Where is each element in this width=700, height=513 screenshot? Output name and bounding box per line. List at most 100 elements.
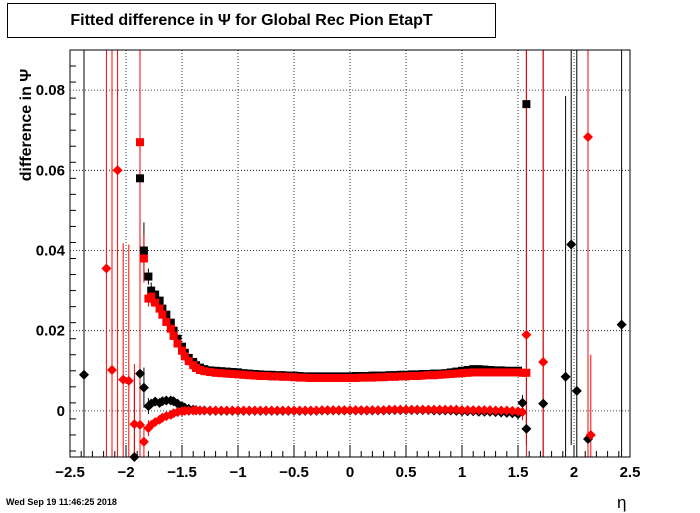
data-point-square [278,372,287,381]
data-point-square [357,373,366,382]
data-point-square [508,368,517,377]
data-point-diamond [395,404,406,415]
data-point-square [312,374,321,383]
data-point-diamond [135,368,145,379]
data-point-square [418,371,427,380]
data-point-diamond [255,405,266,416]
data-point-diamond [401,404,411,415]
data-point-diamond [138,436,149,447]
x-tick-label: 1.5 [508,464,529,481]
data-point-diamond [138,382,149,393]
data-point-square [474,368,483,377]
data-point-diamond [560,371,571,382]
data-point-diamond [616,319,627,330]
data-point-square [180,352,189,361]
data-point-square [158,310,167,319]
data-point-diamond [135,419,145,430]
data-point-square [351,374,360,383]
data-point-square [139,246,148,255]
data-point-square [413,372,422,381]
data-point-square [522,100,531,109]
data-point-square [155,304,164,313]
data-point-diamond [468,405,479,416]
data-point-square [151,298,160,307]
data-point-diamond [496,405,507,416]
data-point-diamond [538,356,549,367]
data-point-diamond [521,329,532,340]
data-point-square [206,367,214,376]
data-point-diamond [277,405,288,416]
data-point-square [262,372,270,381]
data-point-square [290,373,298,382]
data-point-square [178,342,186,351]
data-point-square [239,370,248,379]
chart-title-box: Fitted difference in Ψ for Global Rec Pi… [7,3,496,38]
data-point-square [396,372,405,381]
data-point-diamond [585,429,596,440]
data-point-square [469,368,478,377]
data-point-diamond [571,385,582,396]
data-point-square [195,365,204,374]
data-point-square [435,370,444,379]
data-point-diamond [317,405,327,416]
data-point-square [514,368,522,377]
data-point-square [522,368,531,377]
data-point-square [166,324,175,333]
data-point-square [169,331,178,340]
data-point-diamond [123,375,134,386]
y-tick-label: 0.08 [36,82,65,99]
data-point-diamond [272,405,283,416]
data-point-square [390,372,399,381]
data-point-diamond [417,404,428,415]
timestamp-label: Wed Sep 19 11:46:25 2018 [6,497,117,507]
data-point-square [497,368,506,377]
data-point-diamond [361,405,372,416]
data-point-diamond [423,404,434,415]
data-point-square [166,318,175,327]
data-point-square [245,371,254,380]
data-point-diamond [339,405,350,416]
data-point-diamond [566,239,577,250]
data-point-diamond [311,405,322,416]
data-point-square [200,367,209,376]
data-point-diamond [300,405,311,416]
data-point-diamond [305,405,316,416]
data-point-square [184,357,193,366]
data-point-square [295,373,304,382]
data-point-square [173,339,182,348]
data-markers [79,100,627,462]
data-point-diamond [233,405,243,416]
data-point-diamond [345,405,355,416]
data-point-diamond [445,404,456,415]
data-point-diamond [406,404,417,415]
data-point-diamond [367,405,378,416]
data-point-square [407,372,416,381]
data-point-square [368,373,377,382]
data-point-diamond [112,165,123,176]
data-point-square [424,371,433,380]
data-point-diamond [333,405,344,416]
data-point-square [250,371,259,380]
data-point-diamond [485,405,495,416]
data-point-square [334,374,343,383]
data-point-diamond [440,404,451,415]
data-point-diamond [101,263,112,274]
data-point-square [340,374,349,383]
data-point-square [480,368,489,377]
data-point-square [502,368,511,377]
data-point-square [139,254,148,263]
data-point-square [374,373,382,382]
y-tick-label: 0.04 [36,242,66,259]
data-point-square [430,371,438,380]
data-point-diamond [283,405,294,416]
data-point-diamond [328,405,339,416]
data-point-diamond [205,405,215,416]
data-point-diamond [462,405,473,416]
x-tick-label: −1.5 [167,464,197,481]
x-tick-label: −1 [229,464,246,481]
data-point-square [228,369,237,378]
data-point-diamond [517,397,528,408]
data-point-square [178,346,186,355]
data-point-diamond [238,405,249,416]
